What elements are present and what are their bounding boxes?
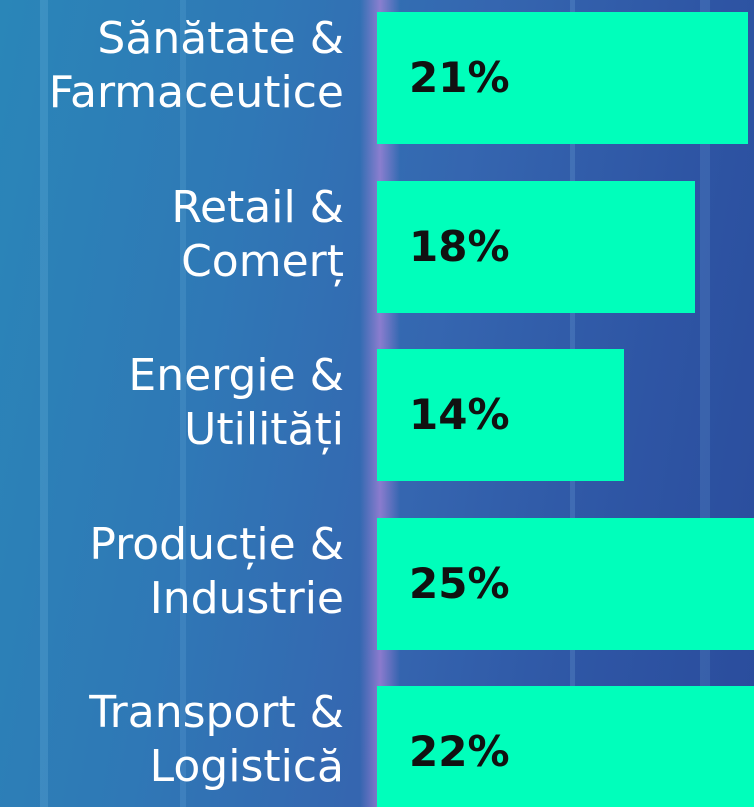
- background-streak: [700, 0, 710, 807]
- bar: [377, 12, 748, 144]
- value-label: 14%: [409, 390, 510, 439]
- value-label: 22%: [409, 727, 510, 776]
- category-label: Retail & Comerț: [171, 181, 344, 287]
- value-label: 21%: [409, 53, 510, 102]
- category-label: Transport & Logistică: [89, 687, 344, 792]
- background-streak: [180, 0, 186, 807]
- bar: [377, 517, 754, 650]
- category-label: Sănătate & Farmaceutice: [48, 13, 344, 118]
- value-label: 25%: [409, 558, 510, 608]
- category-label: Energie & Utilități: [128, 350, 344, 455]
- bar: [377, 349, 625, 481]
- background-streak: [40, 0, 48, 807]
- bar: [377, 686, 754, 807]
- bar: [377, 180, 695, 313]
- value-label: 18%: [409, 221, 510, 271]
- category-label: Producție & Industrie: [89, 518, 344, 624]
